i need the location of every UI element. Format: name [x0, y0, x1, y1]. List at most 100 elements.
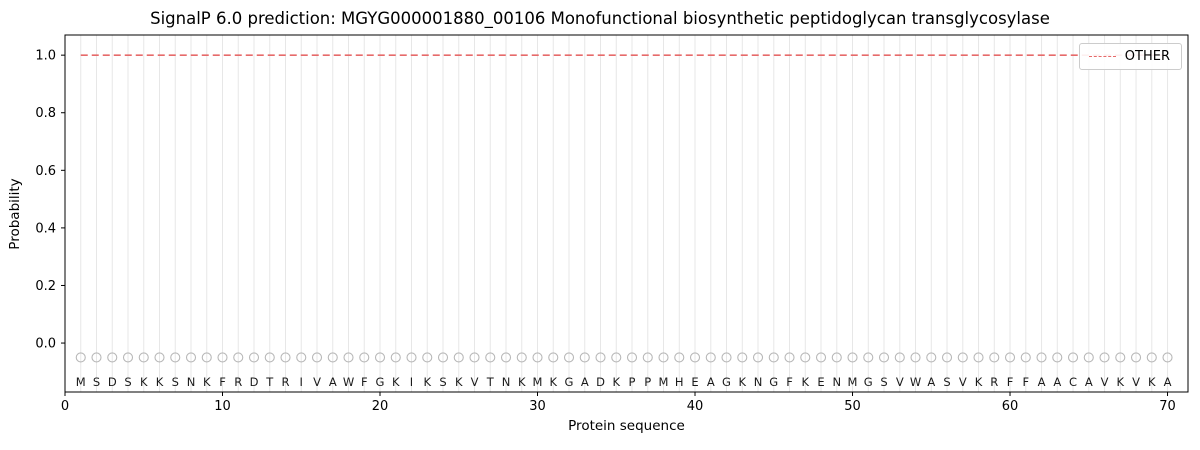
- residue-letter: K: [1148, 375, 1156, 389]
- residue-letter: K: [975, 375, 983, 389]
- residue-marker: [1130, 352, 1142, 363]
- residue-letter: V: [471, 375, 479, 389]
- residue-letter: P: [644, 375, 651, 389]
- residue-marker: [453, 352, 464, 363]
- residue-marker: [248, 352, 260, 363]
- residue-letter: M: [848, 375, 858, 389]
- residue-letter: R: [990, 375, 998, 389]
- x-tick-label: 10: [214, 399, 231, 414]
- y-tick-label: 0.2: [35, 279, 56, 294]
- residue-letter: N: [502, 375, 511, 389]
- residue-marker: [1162, 352, 1173, 363]
- residue-letter: M: [533, 375, 543, 389]
- residue-marker: [642, 352, 653, 363]
- residue-marker: [926, 352, 937, 363]
- residue-marker: [737, 352, 748, 363]
- residue-letter: K: [392, 375, 400, 389]
- residue-marker: [1036, 352, 1047, 363]
- legend-dashed-line-icon: [1088, 56, 1116, 57]
- residue-letter: A: [329, 375, 337, 389]
- residue-marker: [280, 352, 291, 363]
- residue-marker: [154, 352, 165, 363]
- residue-marker: [296, 352, 307, 363]
- y-tick-label: 1.0: [35, 49, 56, 64]
- residue-letter: G: [864, 375, 873, 389]
- residue-marker: [170, 352, 181, 363]
- residue-marker: [201, 352, 212, 363]
- residue-letter: G: [376, 375, 385, 389]
- residue-marker: [1115, 352, 1126, 363]
- residue-marker: [311, 352, 323, 363]
- residue-marker: [390, 352, 401, 363]
- residue-letter: V: [896, 375, 904, 389]
- residue-marker: [658, 352, 669, 363]
- residue-letter: D: [250, 375, 259, 389]
- residue-marker: [1083, 352, 1094, 363]
- residue-marker: [1067, 352, 1079, 363]
- residue-marker: [626, 352, 638, 363]
- residue-marker: [878, 352, 890, 363]
- x-tick-label: 40: [687, 399, 704, 414]
- residue-letter: I: [410, 375, 413, 389]
- chart-title: SignalP 6.0 prediction: MGYG000001880_00…: [150, 9, 1050, 28]
- y-tick-label: 0.4: [35, 221, 56, 236]
- plot-border: [64, 34, 1189, 393]
- residue-marker: [721, 352, 732, 363]
- residue-marker: [894, 352, 905, 363]
- residue-letter: G: [722, 375, 731, 389]
- residue-letter: K: [423, 375, 431, 389]
- residue-letter: T: [265, 375, 274, 389]
- residue-marker: [359, 352, 370, 363]
- residue-marker: [752, 352, 764, 363]
- residue-letter: W: [910, 375, 921, 389]
- residue-letter: S: [880, 375, 887, 389]
- residue-marker: [973, 352, 984, 363]
- residue-marker: [138, 352, 149, 363]
- residue-letter: K: [549, 375, 557, 389]
- residue-letter: K: [1117, 375, 1125, 389]
- residue-marker: [233, 352, 244, 363]
- x-tick-label: 0: [61, 399, 69, 414]
- residue-letter: D: [108, 375, 117, 389]
- residue-letter: A: [927, 375, 935, 389]
- residue-letter: G: [769, 375, 778, 389]
- y-tick-label: 0.8: [35, 106, 56, 121]
- residue-letter: A: [707, 375, 715, 389]
- residue-marker: [185, 352, 197, 363]
- residue-marker: [689, 352, 701, 363]
- residue-letter: K: [801, 375, 809, 389]
- residue-marker: [768, 352, 779, 363]
- residue-marker: [422, 352, 433, 363]
- x-tick-label: 60: [1002, 399, 1019, 414]
- residue-letter: N: [832, 375, 841, 389]
- x-tick-label: 30: [529, 399, 546, 414]
- residue-letter: K: [455, 375, 463, 389]
- residue-marker: [815, 352, 827, 363]
- x-axis-label: Protein sequence: [568, 418, 685, 434]
- residue-letter: F: [786, 375, 793, 389]
- residue-marker: [548, 352, 559, 363]
- residue-letter: A: [1164, 375, 1172, 389]
- residue-letter: P: [629, 375, 636, 389]
- residue-letter: V: [1101, 375, 1109, 389]
- residue-marker: [910, 352, 921, 363]
- residue-marker: [217, 352, 228, 363]
- legend: OTHER: [1078, 43, 1182, 70]
- residue-letter: V: [959, 375, 967, 389]
- residue-letter: D: [596, 375, 605, 389]
- residue-letter: K: [203, 375, 211, 389]
- residue-marker: [847, 352, 858, 363]
- residue-marker: [563, 352, 575, 363]
- residue-marker: [595, 352, 606, 363]
- residue-letter: T: [486, 375, 495, 389]
- residue-marker: [1099, 352, 1110, 363]
- legend-label: OTHER: [1124, 49, 1170, 64]
- residue-marker: [863, 352, 874, 363]
- residue-letter: R: [282, 375, 290, 389]
- residue-letter: K: [518, 375, 526, 389]
- residue-marker: [532, 352, 543, 363]
- residue-marker: [579, 352, 590, 363]
- residue-letter: A: [1038, 375, 1046, 389]
